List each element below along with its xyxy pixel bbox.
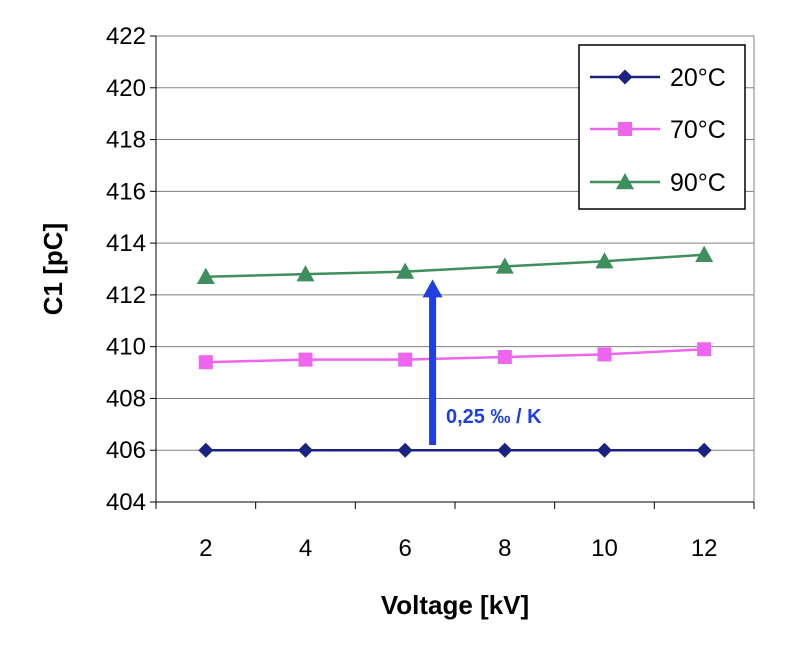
axes: [150, 35, 755, 509]
x-tick-label: 10: [591, 535, 618, 562]
x-tick-label: 8: [498, 535, 511, 562]
series-3: [196, 245, 714, 284]
y-tick-label: 404: [106, 489, 146, 516]
data-point: [597, 347, 612, 362]
data-point: [397, 442, 413, 458]
x-tick-labels: 2 4 6 8 10 12: [199, 535, 717, 562]
data-point: [298, 352, 313, 367]
legend-label: 70°C: [670, 116, 726, 144]
y-tick-label: 420: [106, 75, 146, 102]
y-tick-label: 412: [106, 282, 146, 309]
data-point: [398, 352, 413, 367]
legend-marker: [618, 122, 632, 136]
legend-label: 20°C: [670, 64, 726, 92]
data-point: [198, 442, 214, 458]
data-point: [597, 442, 612, 458]
y-tick-label: 414: [106, 230, 146, 257]
data-point: [298, 442, 313, 458]
data-point: [697, 342, 712, 357]
series-line: [205, 253, 705, 279]
y-axis-title: C1 [pC]: [38, 223, 68, 315]
legend: 20°C 70°C 90°C: [578, 44, 746, 210]
y-tick-label: 418: [106, 127, 146, 154]
y-tick-label: 416: [106, 178, 146, 205]
series-group: [196, 245, 714, 458]
y-tick-label: 410: [106, 334, 146, 361]
data-point: [695, 245, 714, 262]
series-1: [198, 442, 712, 458]
x-tick-label: 4: [299, 535, 312, 562]
y-tick-label: 408: [106, 385, 146, 412]
x-axis-title: Voltage [kV]: [381, 590, 529, 620]
data-point: [396, 262, 415, 279]
legend-label: 90°C: [670, 169, 726, 197]
data-point: [495, 257, 514, 274]
annotation-text: 0,25 ‰ / K: [446, 406, 542, 428]
data-point: [696, 442, 712, 458]
y-tick-label: 406: [106, 437, 146, 464]
series-2: [198, 342, 712, 370]
legend-marker: [617, 69, 633, 85]
data-point: [497, 442, 513, 458]
annotation: 0,25 ‰ / K: [422, 279, 542, 446]
x-tick-label: 2: [199, 535, 212, 562]
data-point: [198, 355, 213, 370]
data-point: [497, 350, 512, 365]
data-point: [196, 267, 215, 284]
data-point: [595, 252, 614, 269]
annotation-arrow-head: [422, 279, 443, 298]
x-tick-label: 12: [691, 535, 718, 562]
data-point: [296, 265, 315, 282]
x-tick-label: 6: [398, 535, 411, 562]
y-tick-labels: 404 406 408 410 412 414 416 418 420 422: [106, 23, 146, 516]
legend-marker: [616, 173, 634, 190]
series-line: [205, 348, 705, 364]
y-tick-label: 422: [106, 23, 146, 50]
